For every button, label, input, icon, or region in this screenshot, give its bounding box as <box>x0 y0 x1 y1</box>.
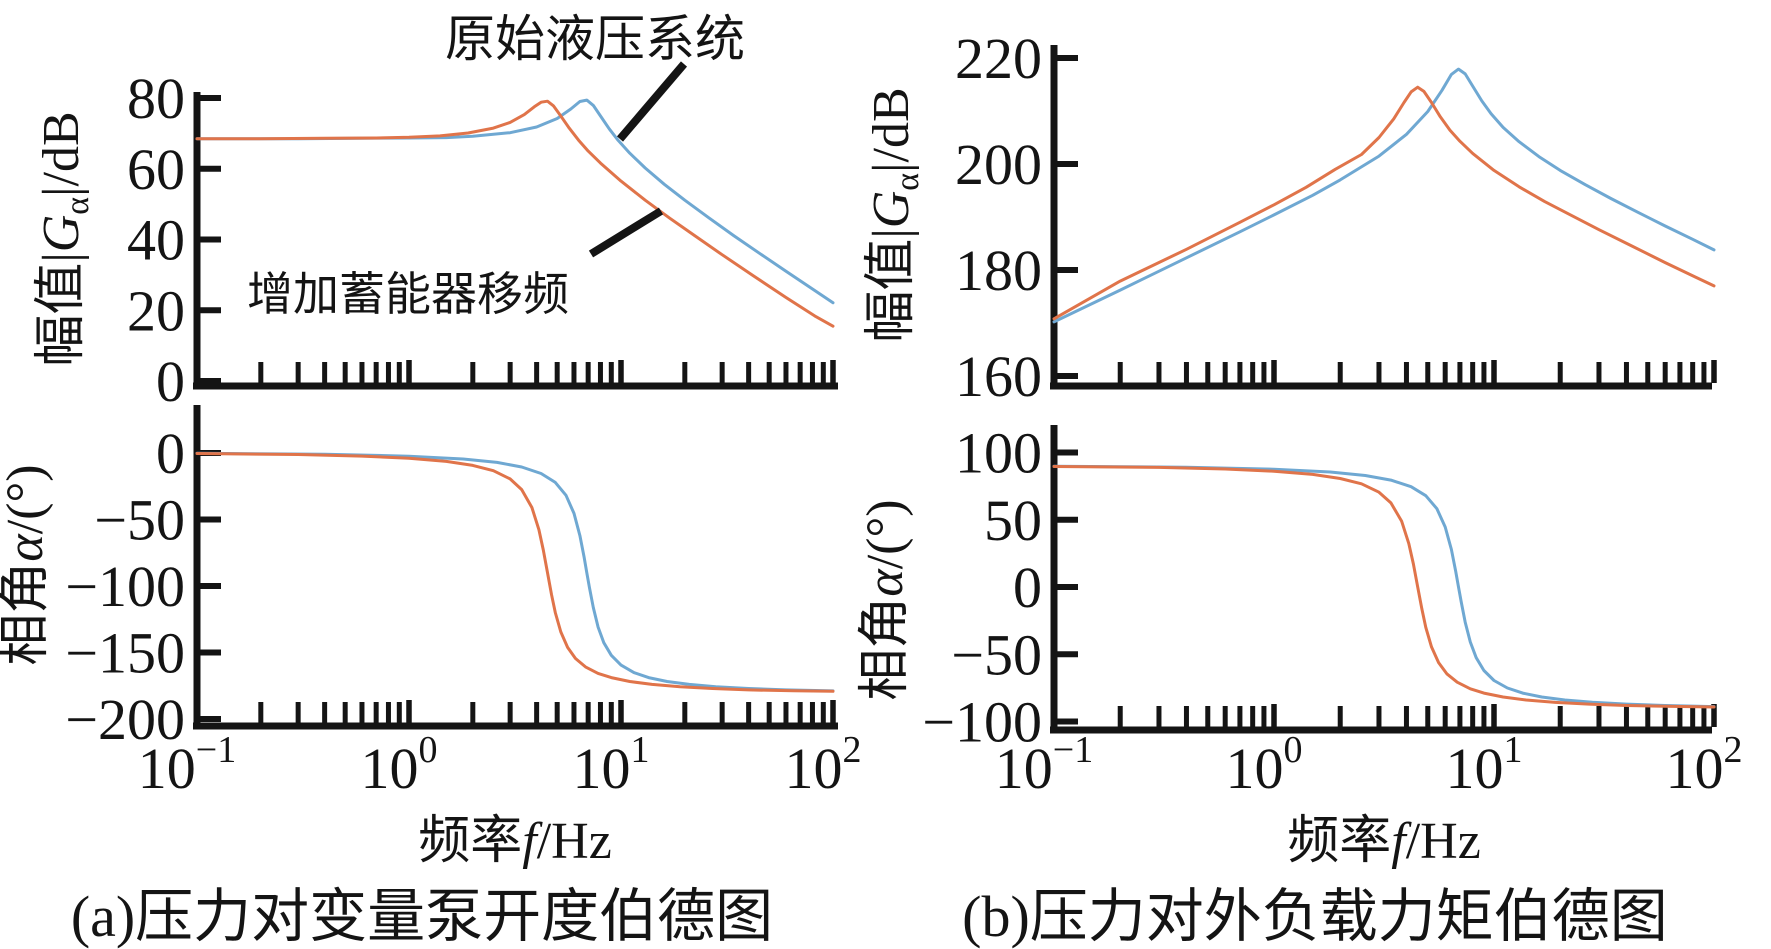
y-tick-label: 50 <box>984 488 1042 553</box>
y-tick-label: 0 <box>1013 555 1042 620</box>
curve-accumulator-shifted <box>195 452 835 693</box>
annotation-original-system: 原始液压系统 <box>445 11 745 67</box>
y-tick-label: 100 <box>955 421 1042 486</box>
y-tick-label: −50 <box>951 622 1042 687</box>
curve-accumulator-shifted <box>195 99 835 328</box>
y-tick-label: 220 <box>955 26 1042 91</box>
y-tick-label: 160 <box>955 344 1042 409</box>
curve-accumulator-shifted <box>1052 85 1716 321</box>
caption-b: (b)压力对外负载力矩伯德图 <box>962 884 1668 949</box>
curve-original-system <box>195 98 835 305</box>
subplot-b-magnitude: 160 180 200 220 <box>955 26 1717 409</box>
y-axis-label-a-magnitude: 幅值|Gα|/dB <box>33 111 96 366</box>
x-axis-label-b: 频率f/Hz <box>1287 813 1481 870</box>
y-axis-label-a-phase: 相角α/(°) <box>0 464 54 665</box>
x-tick-label: 102 <box>1666 729 1743 801</box>
y-axis-label-b-phase: 相角α/(°) <box>857 499 914 700</box>
x-tick-label: 10−1 <box>138 729 236 801</box>
y-axis-label-b-magnitude: 幅值|Gα|/dB <box>863 87 926 342</box>
y-tick-label: 0 <box>156 421 185 486</box>
x-tick-label: 100 <box>361 729 438 801</box>
curve-original-system <box>1052 464 1716 709</box>
y-tick-label: −150 <box>65 621 185 686</box>
leader-line-original-system <box>616 61 688 142</box>
y-tick-label: −100 <box>922 690 1042 755</box>
y-tick-label: −200 <box>65 687 185 752</box>
x-tick-label: 10−1 <box>995 729 1093 801</box>
y-tick-label: 180 <box>955 238 1042 303</box>
annotation-accumulator-shifted: 增加蓄能器移频 <box>247 269 569 320</box>
y-tick-label: 0 <box>156 349 185 414</box>
y-tick-label: 60 <box>127 137 185 202</box>
curve-accumulator-shifted <box>1052 465 1716 709</box>
curve-original-system <box>1052 67 1716 324</box>
x-tick-label: 101 <box>1446 729 1523 801</box>
curve-original-system <box>195 451 835 693</box>
y-tick-label: −50 <box>94 488 185 553</box>
y-tick-label: 80 <box>127 66 185 131</box>
x-tick-label: 100 <box>1226 729 1303 801</box>
y-tick-label: 200 <box>955 132 1042 197</box>
caption-a: (a)压力对变量泵开度伯德图 <box>71 884 773 949</box>
y-tick-label: 20 <box>127 278 185 343</box>
x-tick-label: 102 <box>785 729 862 801</box>
x-tick-label: 101 <box>573 729 650 801</box>
leader-line-accumulator-shifted <box>588 207 664 258</box>
y-tick-label: 40 <box>127 208 185 273</box>
x-axis-label-a: 频率f/Hz <box>418 813 612 870</box>
y-tick-label: −100 <box>65 554 185 619</box>
